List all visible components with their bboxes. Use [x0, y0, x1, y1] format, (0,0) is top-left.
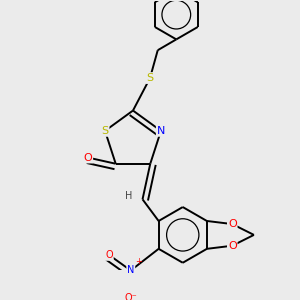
Text: N: N — [157, 126, 165, 136]
Text: O: O — [228, 219, 237, 229]
Text: S: S — [101, 126, 109, 136]
Text: O: O — [228, 241, 237, 251]
Text: S: S — [146, 73, 154, 83]
Text: N: N — [127, 266, 134, 275]
Text: H: H — [125, 191, 132, 201]
Text: O⁻: O⁻ — [124, 293, 137, 300]
Text: O: O — [105, 250, 113, 260]
Text: O: O — [83, 152, 92, 163]
Text: +: + — [135, 257, 142, 266]
